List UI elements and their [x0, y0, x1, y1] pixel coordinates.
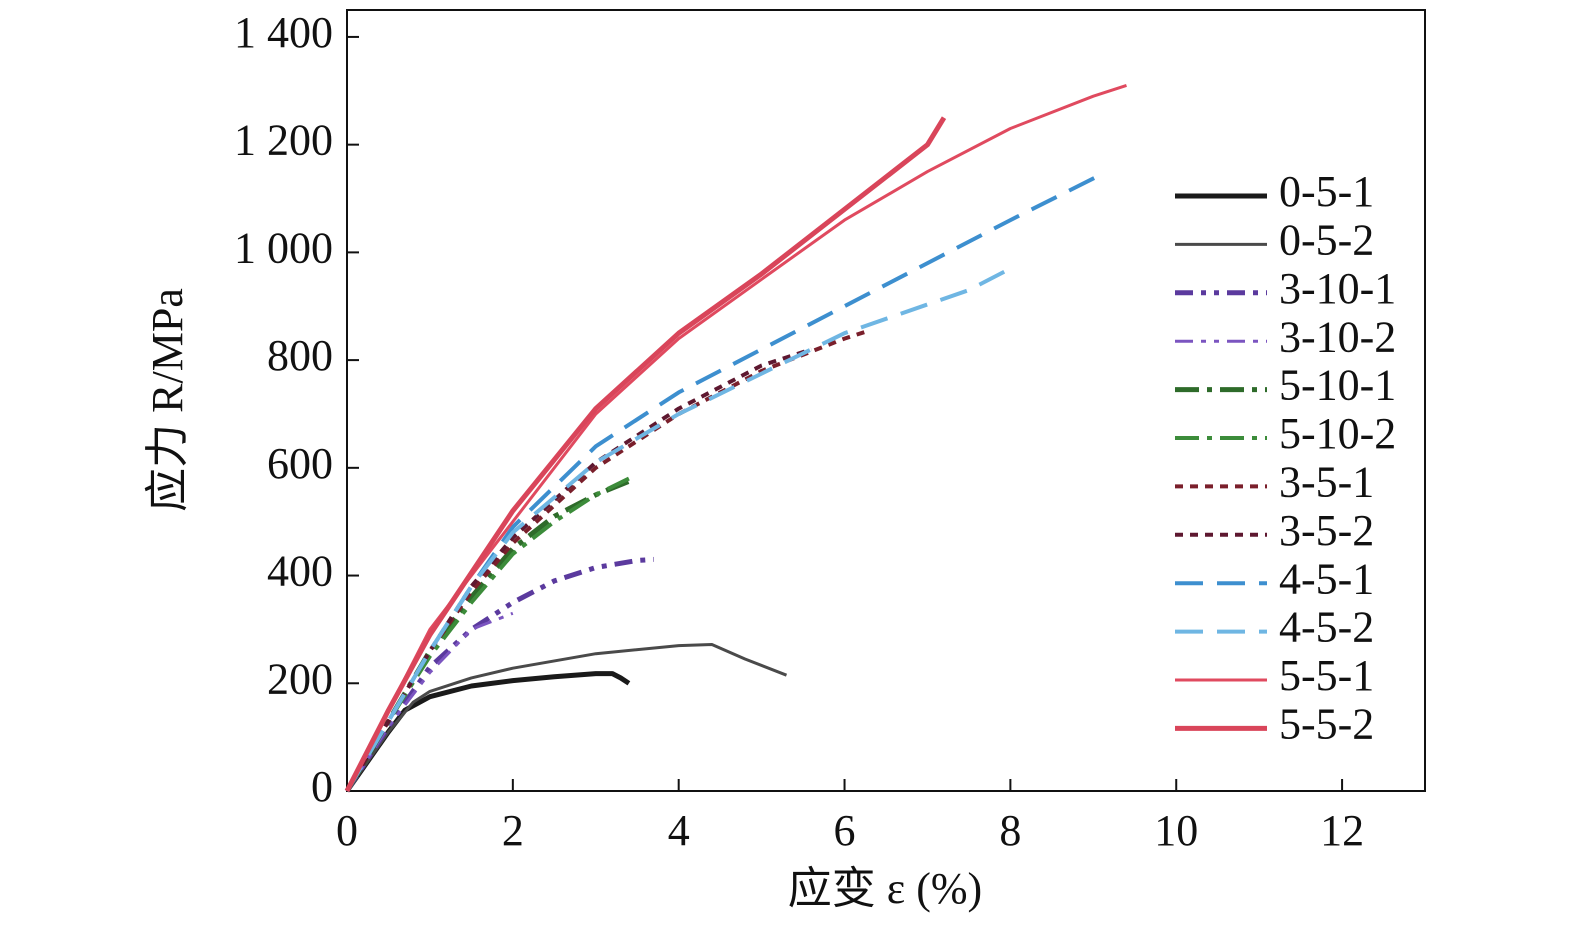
y-tick-label: 1 400	[234, 8, 333, 57]
x-tick-label: 12	[1320, 806, 1364, 855]
series-line	[345, 83, 1127, 792]
legend-label: 5-10-2	[1279, 409, 1396, 458]
x-tick-label: 8	[999, 806, 1021, 855]
series-line	[345, 476, 630, 793]
legend-label: 5-10-1	[1279, 361, 1396, 410]
legend-label: 5-5-2	[1279, 699, 1374, 748]
series-line	[345, 611, 514, 792]
y-axis-label: 应力 R/MPa	[143, 288, 192, 512]
x-tick-label: 10	[1154, 806, 1198, 855]
x-tick-label: 6	[834, 806, 856, 855]
legend-label: 3-5-2	[1279, 506, 1374, 555]
y-tick-label: 600	[267, 439, 333, 488]
series-line	[344, 478, 630, 793]
x-tick-label: 0	[336, 806, 358, 855]
y-tick-label: 400	[267, 547, 333, 596]
legend-label: 0-5-2	[1279, 215, 1374, 264]
x-axis-label: 应变 ε (%)	[788, 864, 982, 913]
series-line	[344, 556, 654, 793]
legend-label: 3-10-2	[1279, 312, 1396, 361]
y-tick-label: 1 200	[234, 116, 333, 165]
legend-label: 3-10-1	[1279, 264, 1396, 313]
legend-label: 4-5-1	[1279, 554, 1374, 603]
series-line	[344, 116, 947, 793]
legend-label: 0-5-1	[1279, 167, 1374, 216]
series-line	[345, 266, 1012, 793]
legend-label: 4-5-2	[1279, 603, 1374, 652]
legend-label: 3-5-1	[1279, 457, 1374, 506]
series-line	[345, 643, 788, 792]
y-tick-label: 200	[267, 654, 333, 703]
legend-label: 5-5-1	[1279, 651, 1374, 700]
series-line	[345, 172, 1103, 793]
x-tick-label: 2	[502, 806, 524, 855]
y-tick-label: 800	[267, 331, 333, 380]
series-line	[345, 347, 813, 793]
y-tick-label: 1 000	[234, 223, 333, 272]
y-tick-label: 0	[311, 762, 333, 811]
x-tick-label: 4	[668, 806, 690, 855]
plot-frame	[346, 9, 1426, 792]
